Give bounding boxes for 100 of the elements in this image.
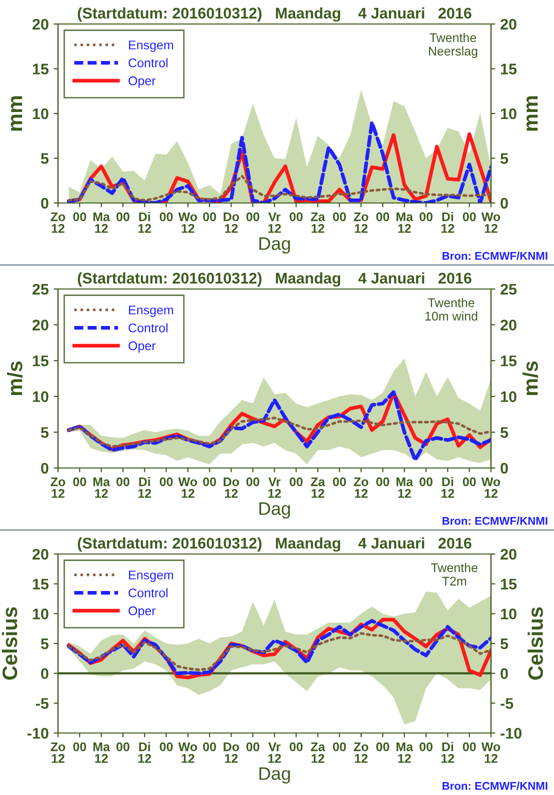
- legend-label: Control: [128, 58, 168, 68]
- x-tick-label: 00: [376, 212, 390, 222]
- y-tick-label: 0: [41, 462, 48, 474]
- x-tick-label: Di 12: [138, 477, 152, 498]
- x-tick-label: 00: [420, 477, 432, 486]
- x-tick-label: 00: [290, 212, 303, 222]
- x-tick-label: Do 12: [224, 742, 240, 763]
- x-tick-label: Zo 12: [50, 212, 66, 233]
- y2-tick-label: 25: [500, 284, 517, 295]
- x-axis-title: Dag: [259, 237, 290, 254]
- y-tick-label: 5: [40, 638, 49, 650]
- y-tick-label: 5: [40, 153, 49, 164]
- y2-tick-label: 0: [500, 668, 508, 680]
- x-tick-label: Ma 12: [396, 477, 414, 498]
- y2-tick-label: 15: [500, 356, 517, 366]
- x-tick-label: 00: [160, 477, 173, 486]
- annotation: Twenthe Neerslag: [429, 32, 478, 58]
- x-tick-label: Vr 12: [268, 212, 281, 233]
- x-tick-label: 00: [290, 742, 303, 752]
- legend-label: Ensgem: [129, 40, 174, 52]
- y-tick-label: 15: [32, 578, 49, 590]
- y2-tick-label: 15: [500, 64, 517, 74]
- x-tick-label: Vr 12: [268, 742, 281, 763]
- x-tick-label: Ma 12: [93, 212, 110, 233]
- y-tick-label: 10: [32, 391, 48, 402]
- y-tick-label: 10: [32, 108, 48, 120]
- y2-tick-label: -10: [500, 728, 522, 739]
- x-axis-title: Dag: [259, 767, 290, 784]
- x-tick-label: 00: [332, 742, 346, 752]
- x-tick-label: Za 12: [310, 477, 326, 498]
- y2-axis-title: m/s: [522, 361, 538, 396]
- x-tick-label: 00: [462, 477, 476, 486]
- y-tick-label: 20: [32, 548, 48, 560]
- x-tick-label: Wo 12: [178, 212, 198, 233]
- line-series: [68, 174, 491, 202]
- x-tick-label: 00: [332, 477, 346, 486]
- y2-tick-label: 5: [500, 427, 508, 438]
- x-axis-title: Dag: [259, 502, 290, 519]
- x-tick-label: 00: [116, 742, 130, 752]
- x-tick-label: Di 12: [138, 212, 152, 233]
- line-series: [68, 416, 491, 448]
- y2-tick-label: 0: [500, 462, 508, 474]
- chart-title: (Startdatum: 2016010312) Maandag 4 Januari 2016: [78, 537, 472, 552]
- x-tick-label: Di 12: [442, 742, 454, 763]
- x-tick-label: Vr 12: [268, 477, 281, 498]
- x-tick-label: 00: [462, 742, 476, 752]
- x-tick-label: Di 12: [442, 212, 454, 233]
- x-tick-label: Zo 12: [50, 477, 66, 498]
- x-tick-label: 00: [160, 742, 173, 752]
- chart-title: (Startdatum: 2016010312) Maandag 4 Januari 2016: [78, 272, 472, 287]
- x-tick-label: 00: [203, 212, 216, 222]
- x-tick-label: 00: [246, 742, 260, 752]
- x-tick-label: 00: [246, 477, 260, 486]
- x-tick-label: 00: [462, 212, 476, 222]
- y-tick-label: 10: [32, 608, 48, 620]
- x-tick-label: Wo 12: [481, 212, 500, 233]
- x-tick-label: Di 12: [442, 477, 454, 498]
- x-tick-label: 00: [73, 212, 86, 222]
- x-tick-label: Wo 12: [178, 477, 198, 498]
- x-tick-label: Wo 12: [481, 477, 500, 498]
- x-tick-label: Di 12: [138, 742, 152, 763]
- y2-tick-label: 10: [500, 608, 516, 620]
- y2-tick-label: 20: [500, 548, 516, 560]
- x-tick-label: 00: [116, 477, 130, 486]
- y-axis-title: mm: [10, 96, 22, 131]
- x-tick-label: 00: [420, 742, 432, 752]
- y2-tick-label: 15: [500, 578, 517, 590]
- y2-tick-label: 0: [500, 198, 508, 209]
- y-tick-label: 5: [40, 427, 49, 438]
- x-tick-label: 00: [203, 477, 216, 486]
- y2-tick-label: 5: [500, 153, 508, 164]
- y2-axis-title: mm: [526, 96, 538, 131]
- x-tick-label: 00: [246, 212, 260, 222]
- x-tick-label: Wo 12: [481, 742, 500, 763]
- y2-tick-label: 20: [500, 320, 516, 330]
- y-tick-label: 20: [32, 320, 48, 330]
- legend-label: Ensgem: [129, 570, 174, 582]
- y2-tick-label: 5: [500, 638, 508, 650]
- x-tick-label: 00: [160, 212, 173, 222]
- legend-label: Oper: [128, 76, 156, 88]
- x-tick-label: Zo 12: [354, 212, 368, 233]
- legend-label: Ensgem: [129, 306, 174, 317]
- legend-label: Control: [128, 588, 168, 598]
- legend-label: Oper: [128, 606, 156, 618]
- line-series: [67, 390, 491, 462]
- y-tick-label: 20: [32, 18, 48, 30]
- text: Bron: ECMWF/KNMI: [442, 516, 548, 525]
- text: Bron: ECMWF/KNMI: [442, 782, 548, 790]
- x-tick-label: 00: [73, 742, 86, 752]
- x-tick-label: 00: [332, 212, 346, 222]
- x-tick-label: 00: [290, 477, 303, 486]
- y-tick-label: 25: [32, 284, 49, 295]
- y-axis-title: Celsius: [2, 607, 18, 680]
- x-tick-label: Ma 12: [396, 742, 414, 763]
- x-tick-label: 00: [420, 212, 432, 222]
- annotation: Twenthe 10m wind: [425, 298, 478, 321]
- x-tick-label: Do 12: [224, 477, 240, 498]
- x-tick-label: Ma 12: [93, 477, 110, 498]
- y-tick-label: -10: [27, 728, 48, 739]
- y2-axis-title: Celsius: [528, 607, 543, 680]
